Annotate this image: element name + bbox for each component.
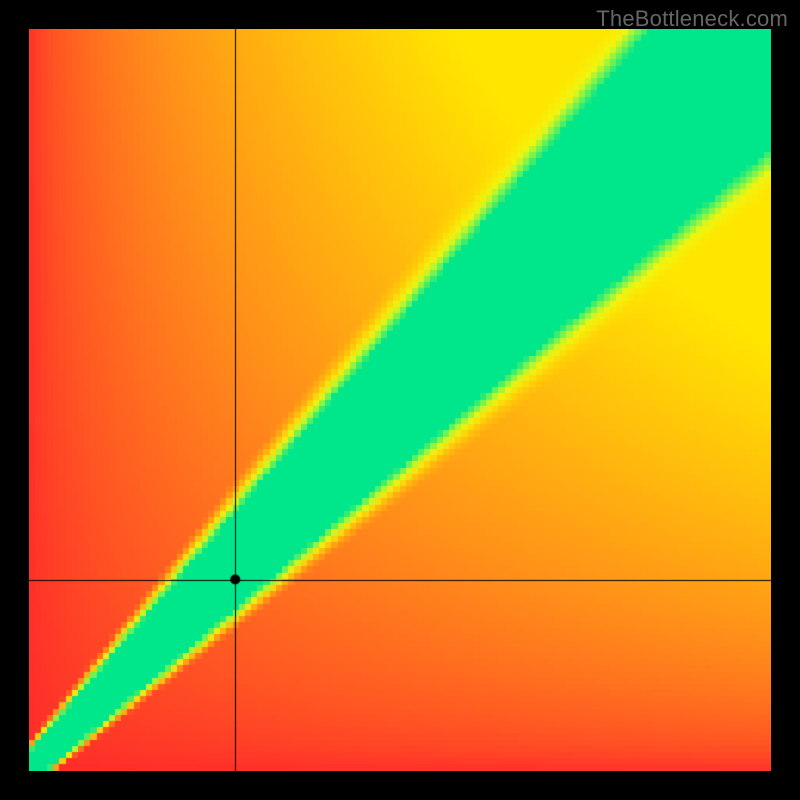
chart-container: TheBottleneck.com: [0, 0, 800, 800]
watermark-text: TheBottleneck.com: [596, 6, 788, 32]
heatmap-canvas: [29, 29, 771, 771]
